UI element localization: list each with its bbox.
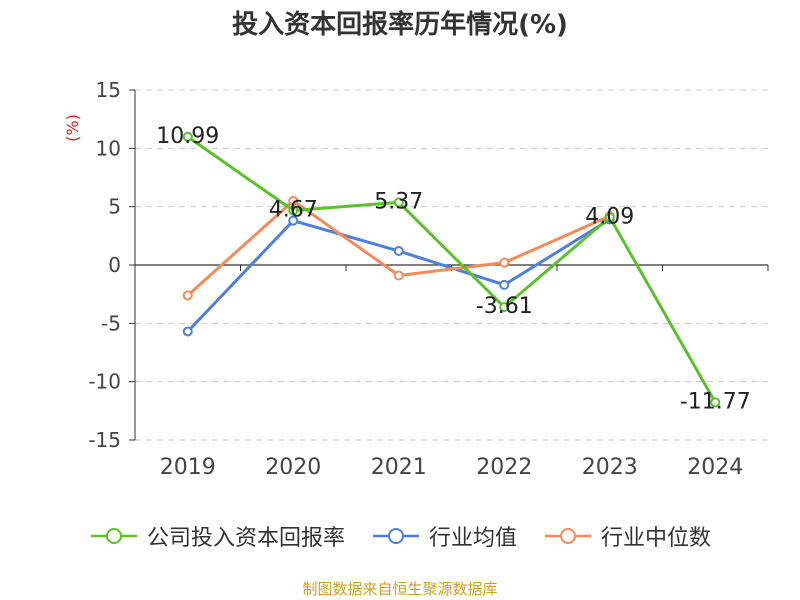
- legend-item-industry-mean[interactable]: 行业均值: [371, 520, 517, 552]
- data-point[interactable]: [710, 397, 721, 408]
- y-tick-label: -5: [101, 311, 121, 335]
- y-tick-label: -10: [88, 370, 121, 394]
- series-line: [186, 135, 717, 404]
- data-point[interactable]: [393, 270, 404, 281]
- legend-line-marker-icon: [372, 528, 419, 544]
- data-point[interactable]: [182, 131, 193, 142]
- data-point[interactable]: [182, 290, 193, 301]
- legend-item-industry-median[interactable]: 行业中位数: [543, 520, 711, 552]
- data-point[interactable]: [288, 195, 299, 206]
- y-tick-label: 0: [108, 253, 121, 277]
- data-label: -11.77: [680, 389, 751, 414]
- x-tick-label: 2019: [160, 455, 216, 480]
- legend-item-company[interactable]: 公司投入资本回报率: [89, 520, 345, 552]
- data-point[interactable]: [393, 246, 404, 256]
- y-tick-label: -15: [88, 428, 121, 452]
- y-axis-label: (%): [63, 114, 82, 142]
- data-label: -3.61: [476, 294, 533, 319]
- data-point[interactable]: [604, 212, 615, 223]
- x-tick-label: 2022: [476, 455, 532, 480]
- x-tick-label: 2023: [582, 455, 638, 480]
- data-label: 5.37: [374, 189, 423, 214]
- legend-label: 公司投入资本回报率: [146, 526, 345, 551]
- x-tick-label: 2020: [265, 455, 321, 480]
- data-point[interactable]: [499, 302, 510, 313]
- data-label: 4.67: [269, 198, 318, 223]
- x-tick-label: 2024: [687, 455, 743, 480]
- data-label: 4.09: [585, 204, 634, 229]
- chart-title: 投入资本回报率历年情况(%): [232, 10, 568, 40]
- chart-legend: 公司投入资本回报率 行业均值 行业中位数: [0, 520, 800, 552]
- data-point[interactable]: [499, 279, 510, 290]
- x-tick-label: 2021: [371, 455, 427, 480]
- data-point[interactable]: [182, 326, 193, 337]
- legend-line-marker-icon: [90, 528, 137, 544]
- legend-label: 行业均值: [428, 526, 517, 551]
- y-tick-label: 5: [108, 195, 121, 219]
- data-label: 10.99: [156, 124, 219, 149]
- data-point[interactable]: [393, 197, 404, 208]
- source-note: 制图数据来自恒生聚源数据库: [302, 580, 498, 598]
- legend-line-marker-icon: [545, 528, 591, 544]
- y-tick-label: 15: [96, 78, 121, 102]
- data-point[interactable]: [288, 215, 299, 226]
- data-point[interactable]: [288, 205, 299, 216]
- data-point[interactable]: [499, 257, 510, 268]
- y-tick-label: 10: [96, 136, 121, 160]
- legend-label: 行业中位数: [601, 526, 712, 551]
